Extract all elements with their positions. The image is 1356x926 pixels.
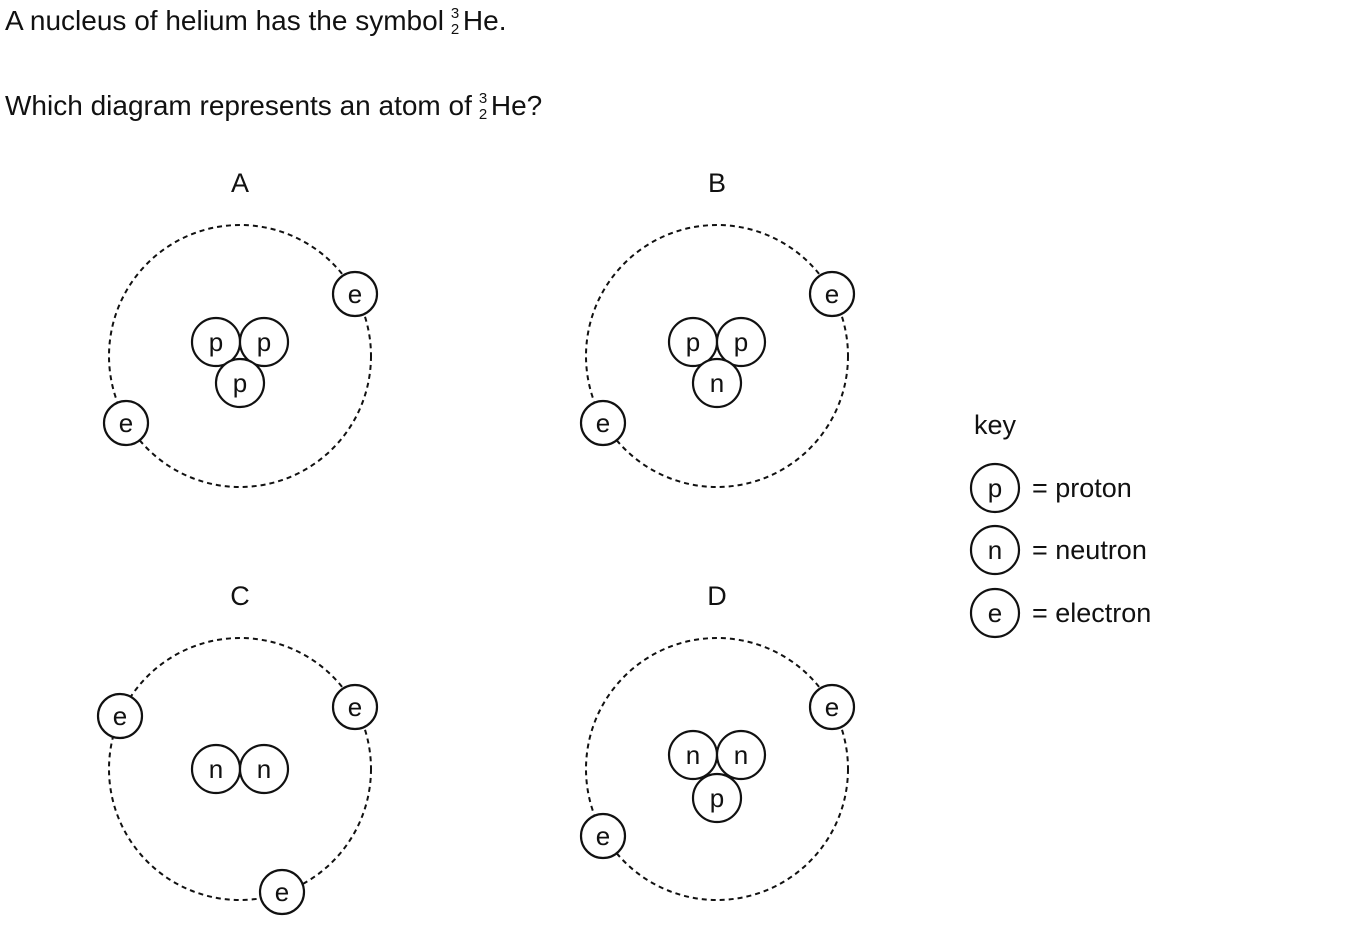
electron-orbit: [108, 637, 372, 901]
electron-orbit: [585, 224, 849, 488]
proton-symbol: p: [988, 473, 1002, 503]
option-label: B: [708, 168, 726, 198]
proton: p: [667, 316, 719, 368]
option-label: A: [231, 168, 249, 198]
proton: p: [969, 462, 1021, 514]
proton: p: [715, 316, 767, 368]
proton-symbol: p: [209, 327, 223, 357]
key-item-text: = electron: [1032, 598, 1151, 628]
neutron-symbol: n: [710, 368, 724, 398]
proton: p: [238, 316, 290, 368]
question-line-1: A nucleus of helium has the symbol 3 2 He.: [5, 4, 507, 38]
electron-orbit: [108, 224, 372, 488]
key-item-text: = proton: [1032, 473, 1132, 503]
electron: e: [579, 399, 627, 447]
proton-symbol: p: [734, 327, 748, 357]
option-b-diagram[interactable]: Bp pn e e: [579, 168, 856, 488]
proton: p: [190, 316, 242, 368]
neutron: n: [715, 729, 767, 781]
neutron-symbol: n: [209, 754, 223, 784]
electron-symbol: e: [119, 408, 133, 438]
question-line-2-text: Which diagram represents an atom of: [5, 90, 472, 121]
key-item-proton: p = proton: [969, 462, 1132, 514]
option-c-diagram[interactable]: Cn ne ee: [96, 581, 379, 916]
electron-symbol: e: [275, 877, 289, 907]
neutron: n: [190, 743, 242, 795]
electron-symbol: e: [596, 408, 610, 438]
question-line-1-text: A nucleus of helium has the symbol: [5, 5, 444, 36]
question-line-1-end: He.: [462, 5, 507, 36]
neutron-symbol: n: [734, 740, 748, 770]
electron: e: [331, 683, 379, 731]
electron: e: [102, 399, 150, 447]
key-title: key: [974, 410, 1017, 440]
question-line-2: Which diagram represents an atom of 3 2 He?: [5, 89, 542, 123]
electron-symbol: e: [825, 279, 839, 309]
neutron-symbol: n: [686, 740, 700, 770]
electron-orbit: [585, 637, 849, 901]
option-label: C: [230, 581, 250, 611]
electron-symbol: e: [348, 279, 362, 309]
nucleus: p pn: [667, 316, 767, 409]
electron: e: [579, 812, 627, 860]
electron-symbol: e: [348, 692, 362, 722]
electron: e: [808, 683, 856, 731]
electron: e: [258, 868, 306, 916]
option-d-diagram[interactable]: Dn np e e: [579, 581, 856, 901]
electron: e: [808, 270, 856, 318]
question-line-2-end: He?: [490, 90, 543, 121]
electron: e: [331, 270, 379, 318]
key: key p = proton n = neutron e = electron: [969, 410, 1151, 639]
electron: e: [969, 587, 1021, 639]
electron-symbol: e: [988, 598, 1002, 628]
option-label: D: [707, 581, 727, 611]
neutron: n: [667, 729, 719, 781]
atomic-number: 2: [478, 106, 488, 123]
electron-symbol: e: [113, 701, 127, 731]
key-item-text: = neutron: [1032, 535, 1147, 565]
key-item-neutron: n = neutron: [969, 524, 1147, 576]
mass-number: 3: [450, 5, 460, 22]
proton-symbol: p: [710, 783, 724, 813]
proton: p: [691, 772, 743, 824]
nucleus: n np: [667, 729, 767, 824]
nucleus: p pp: [190, 316, 290, 409]
neutron-symbol: n: [257, 754, 271, 784]
neutron-symbol: n: [988, 535, 1002, 565]
proton: p: [214, 357, 266, 409]
neutron: n: [691, 357, 743, 409]
neutron: n: [238, 743, 290, 795]
proton-symbol: p: [233, 368, 247, 398]
key-item-electron: e = electron: [969, 587, 1151, 639]
proton-symbol: p: [257, 327, 271, 357]
mass-number: 3: [478, 90, 488, 107]
atomic-number: 2: [450, 21, 460, 38]
neutron: n: [969, 524, 1021, 576]
proton-symbol: p: [686, 327, 700, 357]
electron-symbol: e: [825, 692, 839, 722]
electron-symbol: e: [596, 821, 610, 851]
electron: e: [96, 692, 144, 740]
